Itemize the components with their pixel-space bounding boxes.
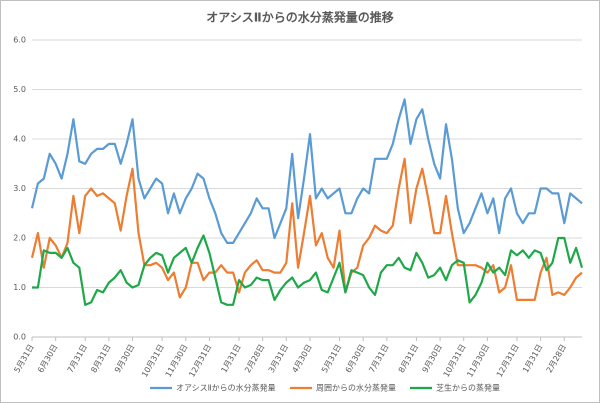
y-tick-label: 4.0 — [13, 135, 26, 144]
series-line — [32, 234, 584, 306]
y-tick-label: 6.0 — [13, 36, 26, 45]
legend-label: 芝生からの蒸発量 — [436, 383, 500, 393]
y-tick-label: 5.0 — [13, 85, 26, 94]
legend-label: オアシスⅡからの水分蒸発量 — [176, 383, 276, 393]
y-tick-label: 2.0 — [13, 234, 26, 243]
chart-title: オアシスⅡからの水分蒸発量の推移 — [206, 10, 393, 25]
y-tick-label: 1.0 — [13, 283, 26, 292]
y-tick-label: 0.0 — [13, 333, 26, 342]
series-line — [30, 98, 583, 244]
y-tick-label: 3.0 — [13, 184, 26, 193]
legend-label: 周囲からの水分蒸発量 — [316, 383, 396, 393]
